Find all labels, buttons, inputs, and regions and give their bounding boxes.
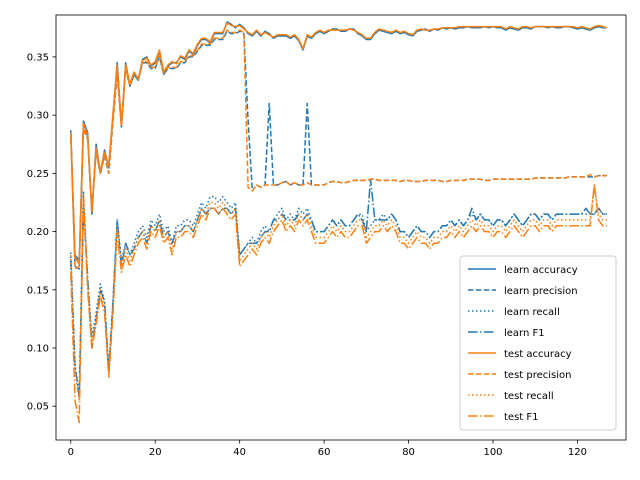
x-tick-label: 80 bbox=[402, 447, 415, 458]
series-line-learn-accuracy bbox=[70, 21, 607, 262]
legend-label: test recall bbox=[504, 391, 554, 402]
y-tick-label: 0.35 bbox=[27, 52, 49, 63]
x-tick-label: 120 bbox=[568, 447, 587, 458]
legend: learn accuracy learn precision learn recal… bbox=[459, 255, 617, 431]
plot-frame bbox=[55, 14, 627, 441]
legend-label: test precision bbox=[504, 370, 572, 381]
series-line-test-recall bbox=[70, 184, 607, 402]
y-tick-label: 0.15 bbox=[27, 285, 49, 296]
x-tick-label: 60 bbox=[318, 447, 331, 458]
y-tick-label: 0.10 bbox=[27, 344, 49, 355]
x-tick-label: 100 bbox=[483, 447, 502, 458]
y-tick-label: 0.05 bbox=[27, 402, 49, 413]
legend-box bbox=[459, 255, 617, 431]
legend-label: learn recall bbox=[504, 307, 560, 318]
legend-label: test F1 bbox=[504, 412, 539, 423]
legend-label: test accuracy bbox=[504, 349, 572, 360]
x-axis: 0 20 40 60 80 100 120 bbox=[68, 440, 587, 458]
series-line-test-accuracy bbox=[70, 22, 608, 265]
y-axis: 0.05 0.10 0.15 0.20 0.25 0.30 0.35 bbox=[27, 52, 56, 413]
x-tick-label: 20 bbox=[149, 447, 162, 458]
y-tick-label: 0.25 bbox=[27, 169, 49, 180]
plot-area bbox=[55, 14, 627, 441]
y-tick-label: 0.30 bbox=[27, 111, 49, 122]
legend-label: learn accuracy bbox=[504, 265, 578, 276]
x-tick-label: 40 bbox=[233, 447, 246, 458]
legend-label: learn precision bbox=[504, 286, 578, 297]
legend-label: learn F1 bbox=[504, 328, 545, 339]
x-tick-label: 0 bbox=[68, 447, 74, 458]
y-tick-label: 0.20 bbox=[27, 227, 49, 238]
series-line-learn-F1 bbox=[70, 178, 607, 398]
series-line-test-F1 bbox=[70, 184, 607, 424]
series-line-test-precision bbox=[70, 29, 607, 270]
